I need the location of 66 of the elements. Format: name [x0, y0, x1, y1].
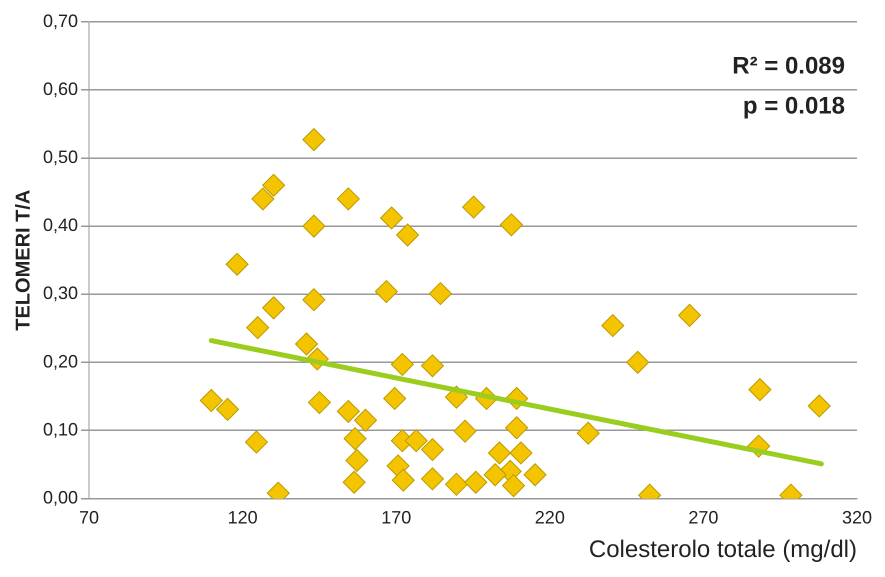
- point: [748, 378, 772, 402]
- point: [601, 314, 624, 338]
- point: [464, 470, 488, 494]
- y-tick-label: 0,10: [42, 419, 78, 440]
- point: [678, 304, 702, 327]
- point: [302, 214, 326, 238]
- point: [344, 427, 367, 450]
- point: [216, 398, 240, 421]
- point: [262, 296, 286, 320]
- point: [295, 332, 318, 356]
- point: [576, 422, 600, 445]
- annotation: p = 0.018: [742, 92, 845, 120]
- x-tick-label: 70: [79, 507, 100, 528]
- x-tick-label: 320: [842, 507, 872, 528]
- point: [524, 463, 547, 486]
- y-tick-label: 0,30: [42, 283, 78, 304]
- x-axis-title: Colesterolo totale (mg/dl): [588, 536, 857, 564]
- point: [354, 408, 377, 432]
- x-tick-label: 170: [381, 507, 412, 528]
- point: [308, 391, 331, 414]
- x-tick-label: 120: [228, 507, 258, 528]
- point: [509, 441, 532, 464]
- point: [444, 472, 468, 496]
- point: [386, 454, 410, 478]
- point: [200, 389, 223, 412]
- point: [345, 448, 368, 472]
- y-tick-label: 0,50: [42, 146, 78, 167]
- point: [246, 316, 270, 340]
- point: [380, 206, 404, 230]
- point: [383, 386, 406, 410]
- point: [336, 187, 360, 210]
- y-tick-label: 0,60: [42, 78, 78, 99]
- x-tick-label: 270: [688, 507, 718, 528]
- point: [505, 416, 528, 440]
- y-tick-label: 0,20: [42, 351, 78, 372]
- point: [484, 463, 507, 486]
- point: [420, 354, 444, 378]
- point: [392, 468, 415, 492]
- point: [262, 174, 286, 197]
- y-tick-label: 0,00: [42, 488, 78, 508]
- x-tick-label: 220: [534, 507, 565, 528]
- point: [500, 213, 523, 236]
- point: [374, 280, 398, 304]
- point: [342, 470, 366, 494]
- point: [420, 438, 444, 462]
- y-tick-label: 0,40: [42, 215, 78, 236]
- point: [462, 196, 486, 219]
- point: [244, 430, 268, 454]
- point: [420, 467, 444, 490]
- point: [454, 420, 477, 443]
- point: [226, 252, 249, 276]
- point: [626, 350, 650, 374]
- point: [302, 128, 326, 152]
- point: [808, 394, 831, 418]
- annotation: R² = 0.089: [732, 52, 845, 80]
- point: [396, 224, 420, 246]
- point: [404, 429, 428, 452]
- point: [251, 187, 274, 210]
- point: [336, 400, 360, 423]
- point: [428, 282, 452, 306]
- point: [488, 441, 511, 464]
- point: [502, 474, 526, 498]
- point: [302, 288, 326, 312]
- y-axis-title: TELOMERI T/A: [12, 190, 35, 331]
- point: [390, 352, 414, 376]
- y-tick-label: 0,70: [42, 10, 78, 31]
